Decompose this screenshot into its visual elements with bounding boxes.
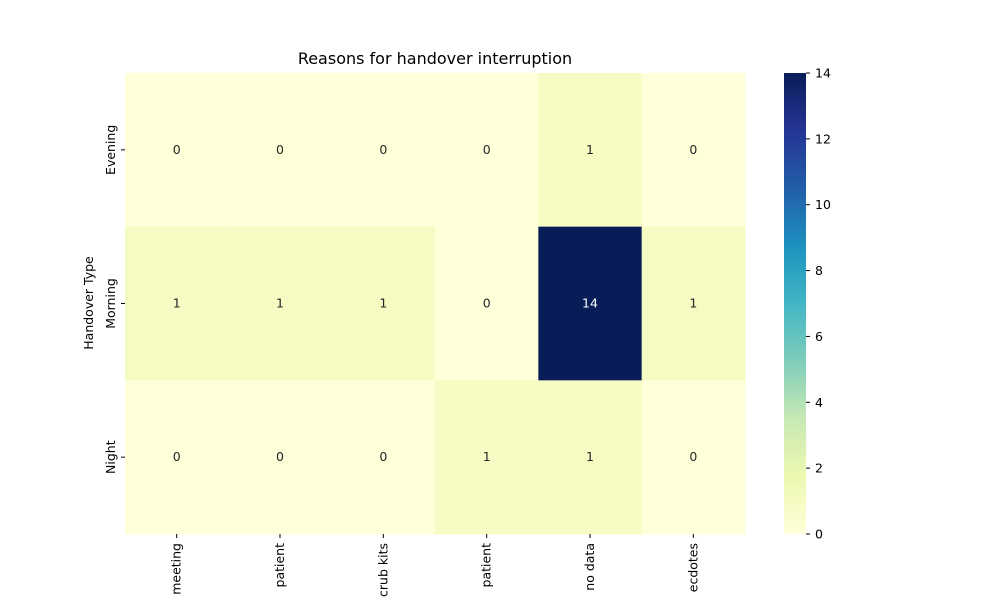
heatmap-cell	[331, 380, 436, 535]
y-axis-title: Handover Type	[81, 256, 96, 350]
cell-value-label: 0	[483, 142, 491, 157]
heatmap-cell	[538, 73, 643, 228]
cell-value-label: 1	[586, 142, 594, 157]
heatmap-cell	[538, 380, 643, 535]
heatmap-cell	[538, 226, 643, 381]
y-tick-label: Evening	[103, 125, 118, 175]
heatmap-cells: 0 0 0 0 1 0 1 1 1 0 14 1 0 0 0 1 1 0	[125, 73, 746, 535]
colorbar-tick-label: 6	[815, 329, 823, 344]
cell-value-label: 1	[689, 296, 697, 311]
cell-value-label: 0	[173, 449, 181, 464]
heatmap-cell	[435, 226, 539, 381]
heatmap-cell	[331, 73, 436, 228]
cell-value-label: 0	[276, 449, 284, 464]
x-tick-label: patient	[479, 543, 494, 588]
y-tick-label: Night	[103, 440, 118, 474]
colorbar-tick-label: 12	[815, 131, 831, 146]
cell-value-label: 1	[586, 449, 594, 464]
y-axis: Evening Morning Night	[103, 125, 125, 474]
cell-value-label: 1	[276, 296, 284, 311]
y-tick-label: Morning	[103, 278, 118, 329]
x-tick-label: no data	[582, 543, 597, 591]
cell-value-label: 0	[173, 142, 181, 157]
colorbar-ticks: 0 2 4 6 8 10 12 14	[806, 66, 831, 542]
cell-value-label: 0	[379, 449, 387, 464]
colorbar-tick-label: 10	[815, 197, 831, 212]
x-tick-label: meeting	[169, 543, 184, 595]
cell-value-label: 0	[689, 142, 697, 157]
cell-value-label: 0	[379, 142, 387, 157]
cell-value-label: 14	[582, 296, 598, 311]
heatmap-cell	[641, 73, 746, 228]
heatmap-cell	[228, 73, 333, 228]
cell-value-label: 0	[689, 449, 697, 464]
colorbar-tick-label: 2	[815, 461, 823, 476]
chart-title: Reasons for handover interruption	[298, 49, 572, 68]
x-axis: meeting patient crub kits patient no data ecd…	[169, 534, 700, 597]
cell-value-label: 0	[276, 142, 284, 157]
x-tick-label: patient	[272, 543, 287, 588]
colorbar-tick-label: 4	[815, 395, 823, 410]
cell-value-label: 1	[379, 296, 387, 311]
cell-value-label: 1	[173, 296, 181, 311]
heatmap-cell	[125, 226, 229, 381]
heatmap-cell	[125, 73, 229, 228]
heatmap-cell	[435, 380, 539, 535]
heatmap-cell	[641, 380, 746, 535]
x-tick-label: crub kits	[375, 543, 390, 597]
heatmap-cell	[125, 380, 229, 535]
colorbar	[784, 73, 806, 534]
heatmap-cell	[641, 226, 746, 381]
x-tick-label: ecdotes	[685, 543, 700, 592]
heatmap-cell	[228, 380, 333, 535]
cell-value-label: 1	[483, 449, 491, 464]
colorbar-tick-label: 8	[815, 263, 823, 278]
heatmap-cell	[228, 226, 333, 381]
colorbar-tick-label: 0	[815, 527, 823, 542]
heatmap-cell	[435, 73, 539, 228]
colorbar-tick-label: 14	[815, 66, 831, 81]
heatmap-cell	[331, 226, 436, 381]
cell-value-label: 0	[483, 296, 491, 311]
